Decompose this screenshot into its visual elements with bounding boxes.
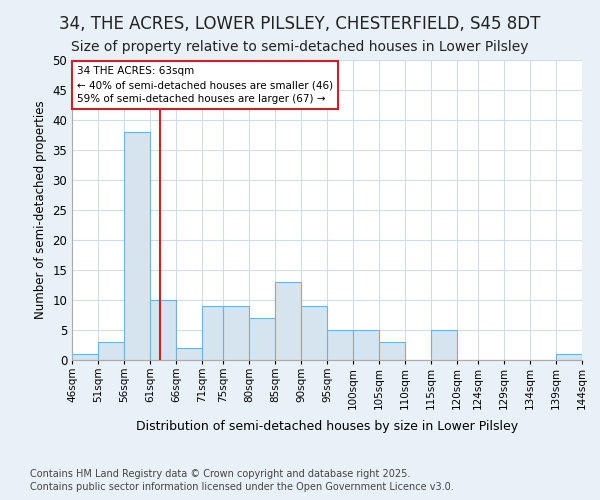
Bar (275, 282, 301, 360)
Bar (327, 330, 353, 360)
Bar (249, 318, 275, 360)
X-axis label: Distribution of semi-detached houses by size in Lower Pilsley: Distribution of semi-detached houses by … (136, 420, 518, 433)
Bar (72, 354, 98, 360)
Bar (124, 132, 150, 360)
Bar (301, 306, 327, 360)
Bar (353, 330, 379, 360)
Text: 34 THE ACRES: 63sqm
← 40% of semi-detached houses are smaller (46)
59% of semi-d: 34 THE ACRES: 63sqm ← 40% of semi-detach… (77, 66, 333, 104)
Bar (379, 342, 405, 360)
Bar (98, 342, 124, 360)
Y-axis label: Number of semi-detached properties: Number of semi-detached properties (34, 100, 47, 320)
Bar (150, 300, 176, 360)
Bar (223, 306, 249, 360)
Bar (556, 354, 582, 360)
Bar (202, 306, 223, 360)
Text: 34, THE ACRES, LOWER PILSLEY, CHESTERFIELD, S45 8DT: 34, THE ACRES, LOWER PILSLEY, CHESTERFIE… (59, 15, 541, 33)
Bar (431, 330, 457, 360)
Bar (176, 348, 202, 360)
Text: Size of property relative to semi-detached houses in Lower Pilsley: Size of property relative to semi-detach… (71, 40, 529, 54)
Text: Contains HM Land Registry data © Crown copyright and database right 2025.
Contai: Contains HM Land Registry data © Crown c… (30, 470, 454, 492)
